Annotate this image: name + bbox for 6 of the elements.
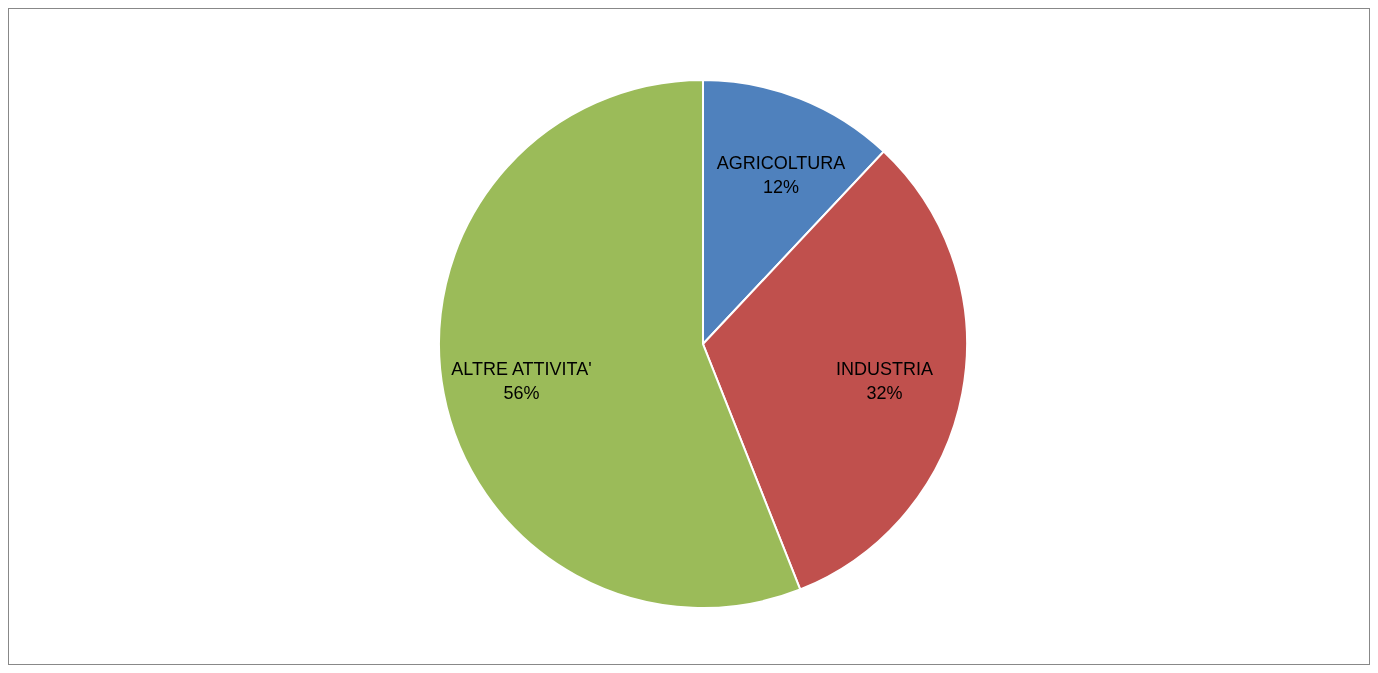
slice-label: INDUSTRIA — [836, 359, 934, 380]
data-label: 12% — [763, 176, 800, 197]
slice-label: ALTRE ATTIVITA' — [451, 359, 592, 380]
data-label: 56% — [503, 383, 540, 404]
slice-label: AGRICOLTURA — [716, 152, 846, 173]
data-label: 32% — [866, 383, 903, 404]
